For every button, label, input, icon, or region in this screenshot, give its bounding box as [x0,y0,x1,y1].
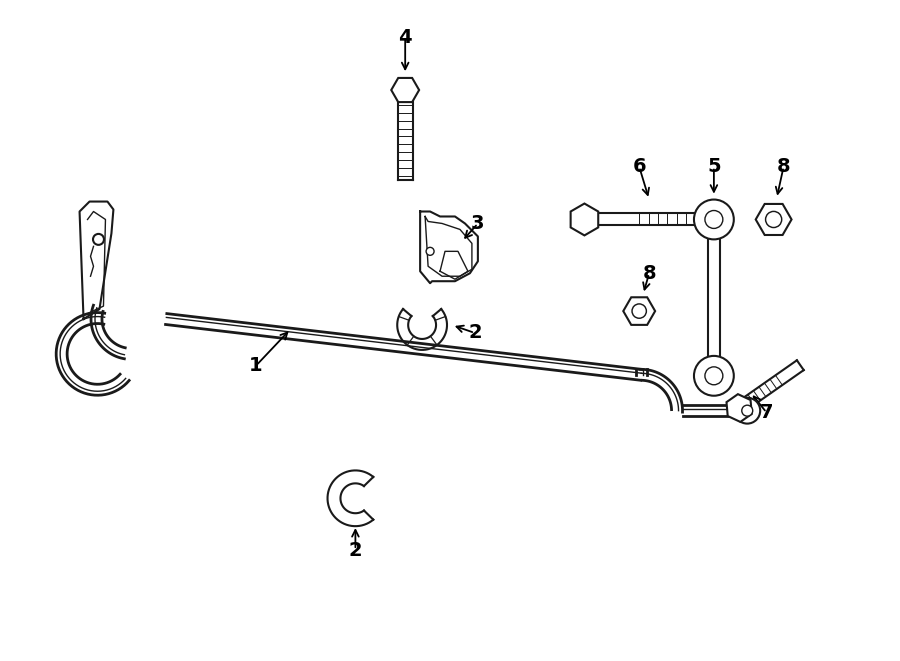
Text: 4: 4 [399,28,412,47]
Circle shape [694,356,733,396]
Text: 8: 8 [643,264,656,283]
Text: 1: 1 [249,356,263,375]
Circle shape [93,234,104,245]
Text: 2: 2 [468,323,482,342]
Circle shape [734,398,760,424]
Text: 8: 8 [777,157,790,176]
Circle shape [766,212,782,227]
Text: 6: 6 [633,157,646,176]
Text: 2: 2 [348,541,362,560]
Circle shape [426,247,434,255]
Text: 5: 5 [707,157,721,176]
Circle shape [632,304,646,318]
Text: 3: 3 [471,214,484,233]
Circle shape [694,200,733,239]
Circle shape [742,405,752,416]
Text: 7: 7 [760,403,773,422]
Circle shape [705,367,723,385]
Circle shape [705,210,723,229]
